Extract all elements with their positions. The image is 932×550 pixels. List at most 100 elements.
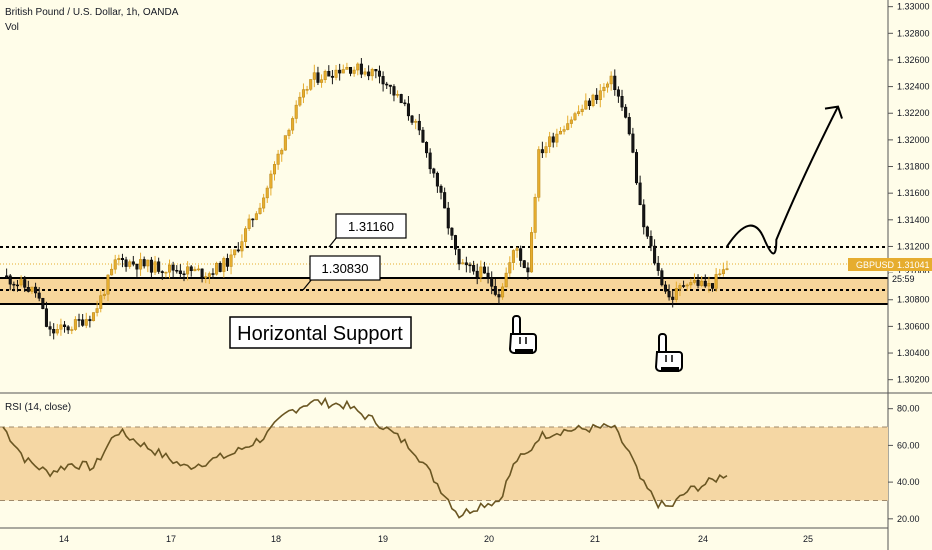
price-tick-label: 1.31600 <box>897 188 930 198</box>
candle-body <box>428 152 432 170</box>
candle-body <box>569 119 573 124</box>
candle-body <box>352 69 356 74</box>
candle-body <box>598 90 602 100</box>
candle-body <box>359 63 363 75</box>
time-tick-label: 14 <box>59 534 69 544</box>
candle-body <box>674 288 678 300</box>
candle-body <box>48 326 52 330</box>
candle-body <box>160 271 164 273</box>
hand-pointer-icon <box>508 315 537 354</box>
candle-body <box>334 69 338 78</box>
projection-arrow-head <box>824 105 843 119</box>
candle-body <box>66 326 70 331</box>
candle-body <box>685 284 689 287</box>
candle-body <box>490 277 494 287</box>
candle-body <box>508 262 512 274</box>
price-badge-price: 1.31041 <box>897 260 930 270</box>
candle-body <box>711 283 715 289</box>
candle-body <box>515 248 519 251</box>
candle-body <box>12 283 16 286</box>
rsi-axis[interactable]: 80.00 60.00 40.00 20.00 <box>888 404 920 524</box>
candle-body <box>682 285 686 287</box>
candles-layer <box>5 58 729 340</box>
candle-body <box>707 283 711 287</box>
price-tick-label: 1.31400 <box>897 215 930 225</box>
candle-body <box>609 75 613 85</box>
candle-body <box>171 264 175 271</box>
candle-body <box>91 312 96 322</box>
candle-body <box>5 275 9 278</box>
price-badge-symbol: GBPUSD <box>856 260 895 270</box>
candle-body <box>584 100 588 110</box>
candle-body <box>298 96 302 106</box>
candle-body <box>135 264 139 270</box>
candle-body <box>139 259 143 270</box>
candle-body <box>305 89 309 91</box>
time-axis[interactable]: 14 17 18 19 20 21 24 25 <box>59 534 813 544</box>
price-tick-label: 1.32800 <box>897 28 930 38</box>
candle-body <box>558 131 562 135</box>
support-callout-box[interactable] <box>309 255 381 281</box>
candle-body <box>142 259 146 267</box>
candle-body <box>562 129 566 132</box>
candle-body <box>200 268 204 278</box>
candle-body <box>663 284 667 292</box>
candle-body <box>700 280 704 286</box>
price-tick-label: 1.31200 <box>897 241 930 251</box>
candle-body <box>52 329 56 334</box>
candle-body <box>309 79 313 90</box>
candle-body <box>696 280 700 286</box>
rsi-pane[interactable]: RSI (14, close) <box>0 396 888 519</box>
candle-body <box>146 259 150 267</box>
candle-body <box>453 235 458 250</box>
candle-body <box>577 111 581 114</box>
candle-body <box>149 259 153 273</box>
candle-body <box>396 94 400 96</box>
price-axis[interactable]: 1.33000 1.32800 1.32600 1.32400 1.32200 1.320… <box>888 2 930 385</box>
candle-body <box>59 324 63 330</box>
candle-body <box>189 266 193 272</box>
rsi-label: RSI (14, close) <box>5 402 71 413</box>
candle-body <box>627 117 631 135</box>
support-title-box[interactable] <box>229 316 412 349</box>
candle-body <box>374 69 378 72</box>
candle-body <box>461 262 465 265</box>
candle-body <box>102 293 106 296</box>
candle-body <box>721 269 725 275</box>
candle-body <box>475 270 479 278</box>
candle-body <box>591 94 595 107</box>
candle-body <box>417 120 421 131</box>
candle-body <box>671 296 675 300</box>
candle-body <box>616 89 620 97</box>
candle-body <box>215 262 219 275</box>
candle-body <box>530 232 534 273</box>
candle-body <box>113 259 117 270</box>
candle-body <box>406 103 410 117</box>
candle-body <box>363 71 367 75</box>
candle-body <box>435 172 439 187</box>
candle-body <box>193 268 197 272</box>
resistance-callout-pointer <box>328 236 338 248</box>
candle-body <box>330 75 334 78</box>
candle-body <box>204 276 208 278</box>
resistance-callout-box[interactable] <box>335 213 407 239</box>
candle-body <box>218 262 222 272</box>
candle-body <box>178 270 182 275</box>
candle-body <box>522 260 526 269</box>
price-tick-label: 1.30800 <box>897 295 930 305</box>
candle-body <box>251 218 255 221</box>
candle-body <box>356 63 360 71</box>
candle-body <box>106 274 110 295</box>
price-tick-label: 1.33000 <box>897 2 930 12</box>
candle-body <box>385 83 389 86</box>
candle-body <box>301 89 305 98</box>
candle-body <box>392 86 396 96</box>
candle-body <box>182 273 186 276</box>
candle-body <box>573 113 577 121</box>
symbol-title: British Pound / U.S. Dollar, 1h, OANDA <box>5 7 179 18</box>
candle-body <box>718 273 722 276</box>
rsi-line <box>2 396 728 519</box>
candle-body <box>624 106 628 118</box>
price-tick-label: 1.32000 <box>897 135 930 145</box>
